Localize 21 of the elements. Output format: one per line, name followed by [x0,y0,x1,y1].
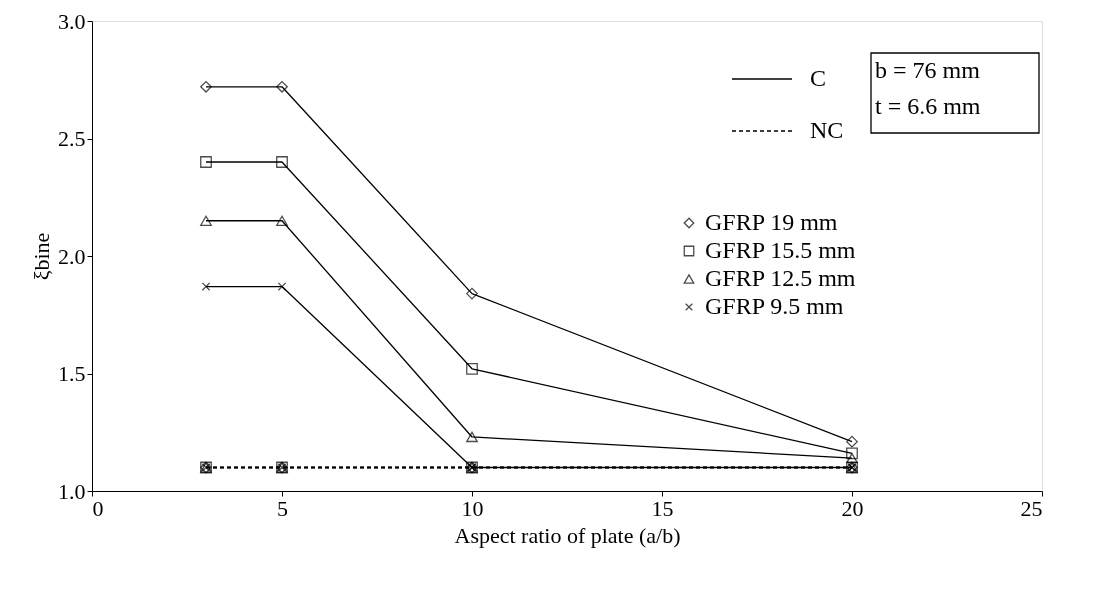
x-tick-label: 20 [841,495,864,521]
annotation: NC [810,117,844,143]
y-tick-label: 1.5 [58,361,86,386]
annotation: b = 76 mm [875,57,981,83]
legend-label: GFRP 12.5 mm [705,265,856,291]
legend-label: GFRP 9.5 mm [705,293,844,319]
y-tick-label: 2.0 [58,243,86,269]
legend-label: GFRP 15.5 mm [705,237,856,263]
annotation: C [810,65,827,91]
annotation: t = 6.6 mm [875,93,981,119]
x-tick-label: 10 [461,495,484,521]
y-tick-label: 3.0 [58,8,86,34]
x-axis-title: Aspect ratio of plate (a/b) [454,522,681,548]
x-tick-label: 25 [1020,495,1043,521]
x-tick-label: 5 [277,495,288,521]
y-tick-label: 1.0 [58,478,86,504]
y-axis-title: ξbine [29,232,54,281]
x-tick-label: 15 [651,495,674,521]
legend-label: GFRP 19 mm [705,209,838,235]
x-tick-label: 0 [92,495,104,521]
y-tick-label: 2.5 [58,126,86,151]
